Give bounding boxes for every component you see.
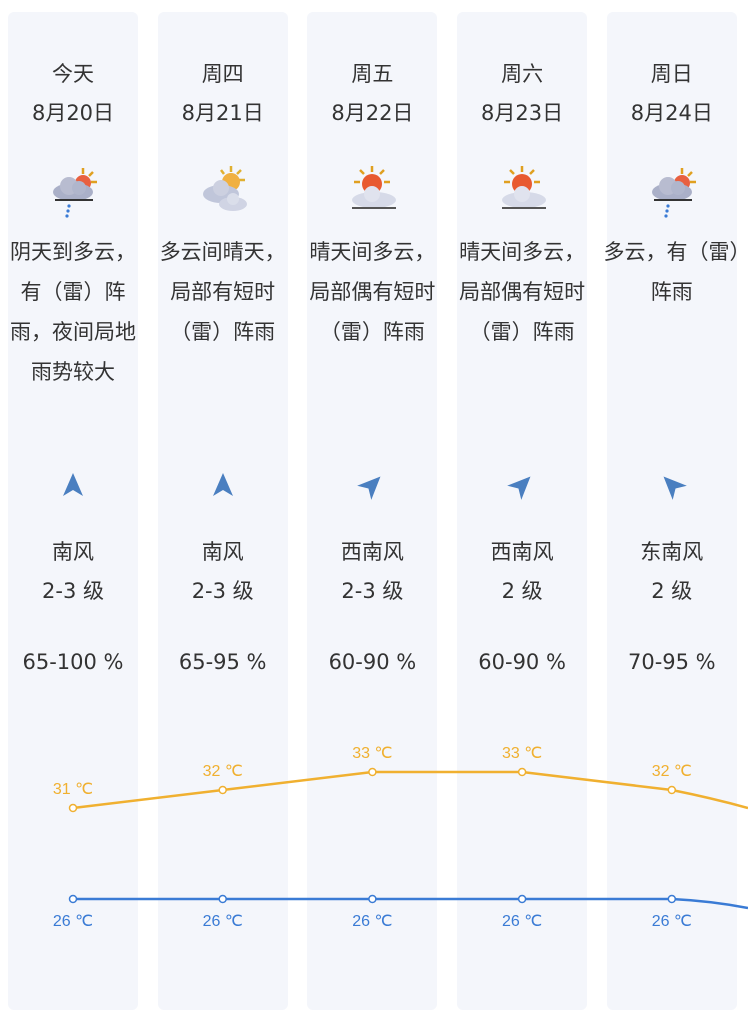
low-temp-point: [667, 894, 677, 904]
high-temp-label: 32 ℃: [652, 763, 692, 780]
low-temp-point: [218, 894, 227, 904]
wind-direction-arrow-icon: [208, 470, 238, 500]
sunny-cloudy-icon: [342, 162, 402, 222]
wind-direction: 南风: [52, 540, 94, 564]
low-temp-label: 26 ℃: [352, 913, 392, 930]
wind-level: 2 级: [651, 579, 693, 603]
high-temp-point: [68, 803, 78, 813]
weekday-label: 周五: [351, 62, 394, 86]
cloudy-rain-sun-icon: [43, 162, 103, 222]
high-temp-label: 32 ℃: [203, 763, 243, 780]
weather-description: 晴天间多云，局部偶有短时（雷）阵雨: [309, 240, 436, 344]
weather-description: 多云间晴天，局部有短时（雷）阵雨: [159, 240, 286, 344]
partly-cloudy-icon: [193, 162, 253, 222]
low-temp-label: 26 ℃: [53, 913, 93, 930]
date-label: 8月20日: [31, 101, 115, 125]
wind-direction-arrow-icon: [357, 470, 387, 500]
wind-direction: 东南风: [640, 540, 704, 564]
sunny-cloudy-icon: [492, 162, 552, 222]
weather-description: 多云，有（雷）阵雨: [603, 240, 741, 304]
weather-description: 阴天到多云，有（雷）阵雨，夜间局地雨势较大: [10, 240, 136, 384]
humidity: 70-95 %: [627, 650, 716, 674]
low-temp-label: 26 ℃: [652, 913, 692, 930]
high-temp-point: [667, 785, 677, 795]
wind-direction-arrow-icon: [507, 470, 537, 500]
low-temp-point: [368, 894, 377, 904]
weekday-label: 周日: [650, 62, 693, 86]
wind-direction: 西南风: [340, 540, 404, 564]
weekday-label: 周四: [201, 62, 244, 86]
humidity: 60-90 %: [478, 650, 566, 674]
high-temp-label: 33 ℃: [502, 745, 542, 762]
high-temp-point: [218, 785, 227, 795]
weekday-label: 周六: [501, 62, 544, 86]
wind-level: 2-3 级: [341, 579, 404, 603]
wind-direction-arrow-icon: [657, 470, 687, 500]
high-temp-point: [368, 767, 377, 777]
weekday-label: 今天: [52, 62, 94, 86]
wind-level: 2-3 级: [191, 579, 254, 603]
high-temp-label: 31 ℃: [53, 781, 93, 798]
humidity: 65-100 %: [22, 650, 124, 674]
low-temp-label: 26 ℃: [502, 913, 542, 930]
date-label: 8月21日: [181, 101, 264, 125]
humidity: 65-95 %: [178, 650, 267, 674]
low-temp-line: [73, 897, 748, 910]
wind-level: 2-3 级: [42, 579, 104, 603]
high-temp-line: [72, 770, 748, 810]
low-temp-label: 26 ℃: [203, 913, 243, 930]
date-label: 8月22日: [331, 101, 414, 125]
wind-level: 2 级: [501, 579, 543, 603]
date-label: 8月23日: [481, 101, 564, 125]
high-temp-label: 33 ℃: [352, 745, 392, 762]
cloudy-rain-sun-icon: [642, 162, 702, 222]
date-label: 8月24日: [630, 101, 713, 125]
humidity: 60-90 %: [328, 650, 417, 674]
high-temp-point: [517, 767, 527, 777]
wind-direction-arrow-icon: [58, 470, 88, 500]
low-temp-point: [68, 894, 78, 904]
wind-direction: 西南风: [490, 540, 554, 564]
low-temp-point: [517, 894, 527, 904]
weather-description: 晴天间多云，局部偶有短时（雷）阵雨: [459, 240, 586, 344]
wind-direction: 南风: [201, 540, 244, 564]
